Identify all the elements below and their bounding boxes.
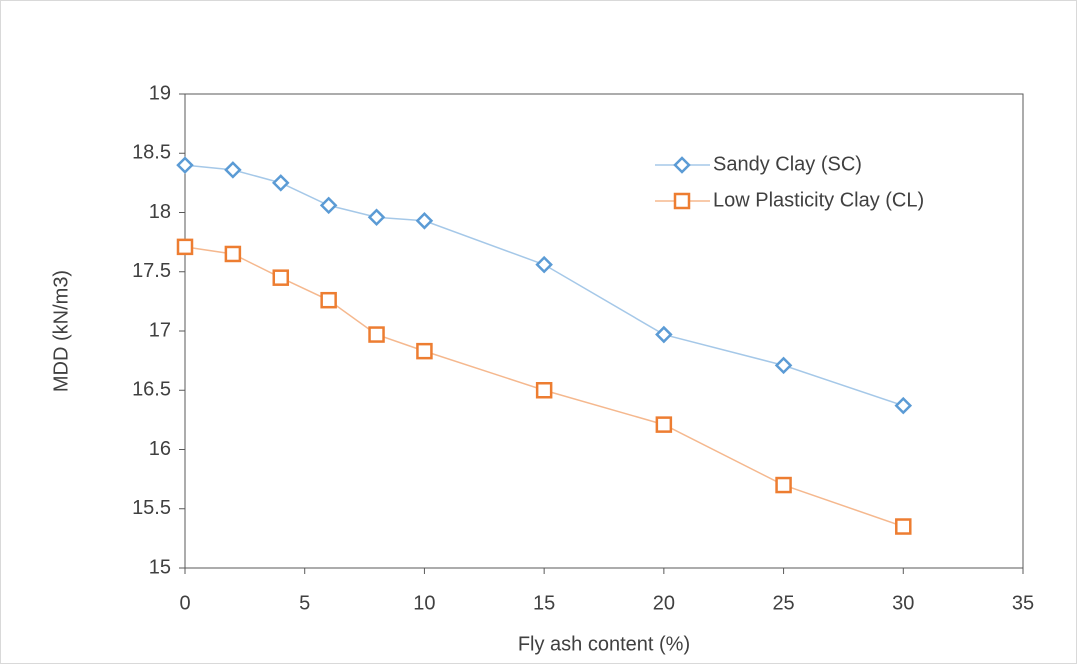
marker bbox=[319, 196, 338, 215]
marker bbox=[894, 396, 913, 415]
marker bbox=[224, 161, 242, 179]
marker bbox=[416, 342, 433, 360]
y-tick-label: 18.5 bbox=[132, 142, 171, 164]
x-tick-label: 0 bbox=[179, 592, 190, 614]
marker bbox=[774, 356, 793, 375]
legend-label: Sandy Clay (SC) bbox=[713, 153, 862, 175]
marker bbox=[367, 208, 386, 227]
y-axis-title: MDD (kN/m3) bbox=[50, 270, 72, 392]
marker bbox=[272, 269, 290, 286]
marker bbox=[224, 245, 242, 263]
marker bbox=[176, 238, 194, 256]
legend-marker bbox=[673, 192, 691, 210]
y-tick-label: 16.5 bbox=[132, 379, 171, 401]
y-tick-label: 17 bbox=[149, 319, 171, 341]
y-tick-label: 19 bbox=[149, 82, 171, 104]
marker bbox=[415, 212, 434, 230]
marker bbox=[272, 174, 290, 192]
marker bbox=[775, 476, 792, 494]
x-tick-label: 30 bbox=[892, 592, 914, 614]
y-tick-label: 15 bbox=[149, 556, 171, 578]
marker bbox=[655, 416, 673, 433]
legend-marker bbox=[673, 156, 691, 174]
marker bbox=[535, 382, 553, 399]
x-tick-label: 35 bbox=[1012, 592, 1034, 614]
series-line bbox=[184, 164, 904, 407]
x-tick-label: 25 bbox=[772, 592, 794, 614]
x-tick-label: 15 bbox=[533, 592, 555, 614]
x-tick-label: 20 bbox=[653, 592, 675, 614]
x-tick-label: 5 bbox=[299, 592, 310, 614]
y-tick-label: 16 bbox=[149, 438, 171, 460]
marker bbox=[895, 518, 912, 535]
marker bbox=[320, 291, 337, 309]
marker bbox=[368, 326, 385, 343]
y-tick-label: 17.5 bbox=[132, 260, 171, 282]
legend-label: Low Plasticity Clay (CL) bbox=[713, 189, 924, 211]
marker bbox=[176, 156, 194, 174]
series-line bbox=[184, 246, 904, 528]
x-axis-title: Fly ash content (%) bbox=[518, 633, 690, 655]
marker bbox=[535, 255, 553, 274]
x-tick-label: 10 bbox=[413, 592, 435, 614]
marker bbox=[655, 325, 673, 344]
y-tick-label: 15.5 bbox=[132, 497, 171, 519]
y-tick-label: 18 bbox=[149, 201, 171, 223]
